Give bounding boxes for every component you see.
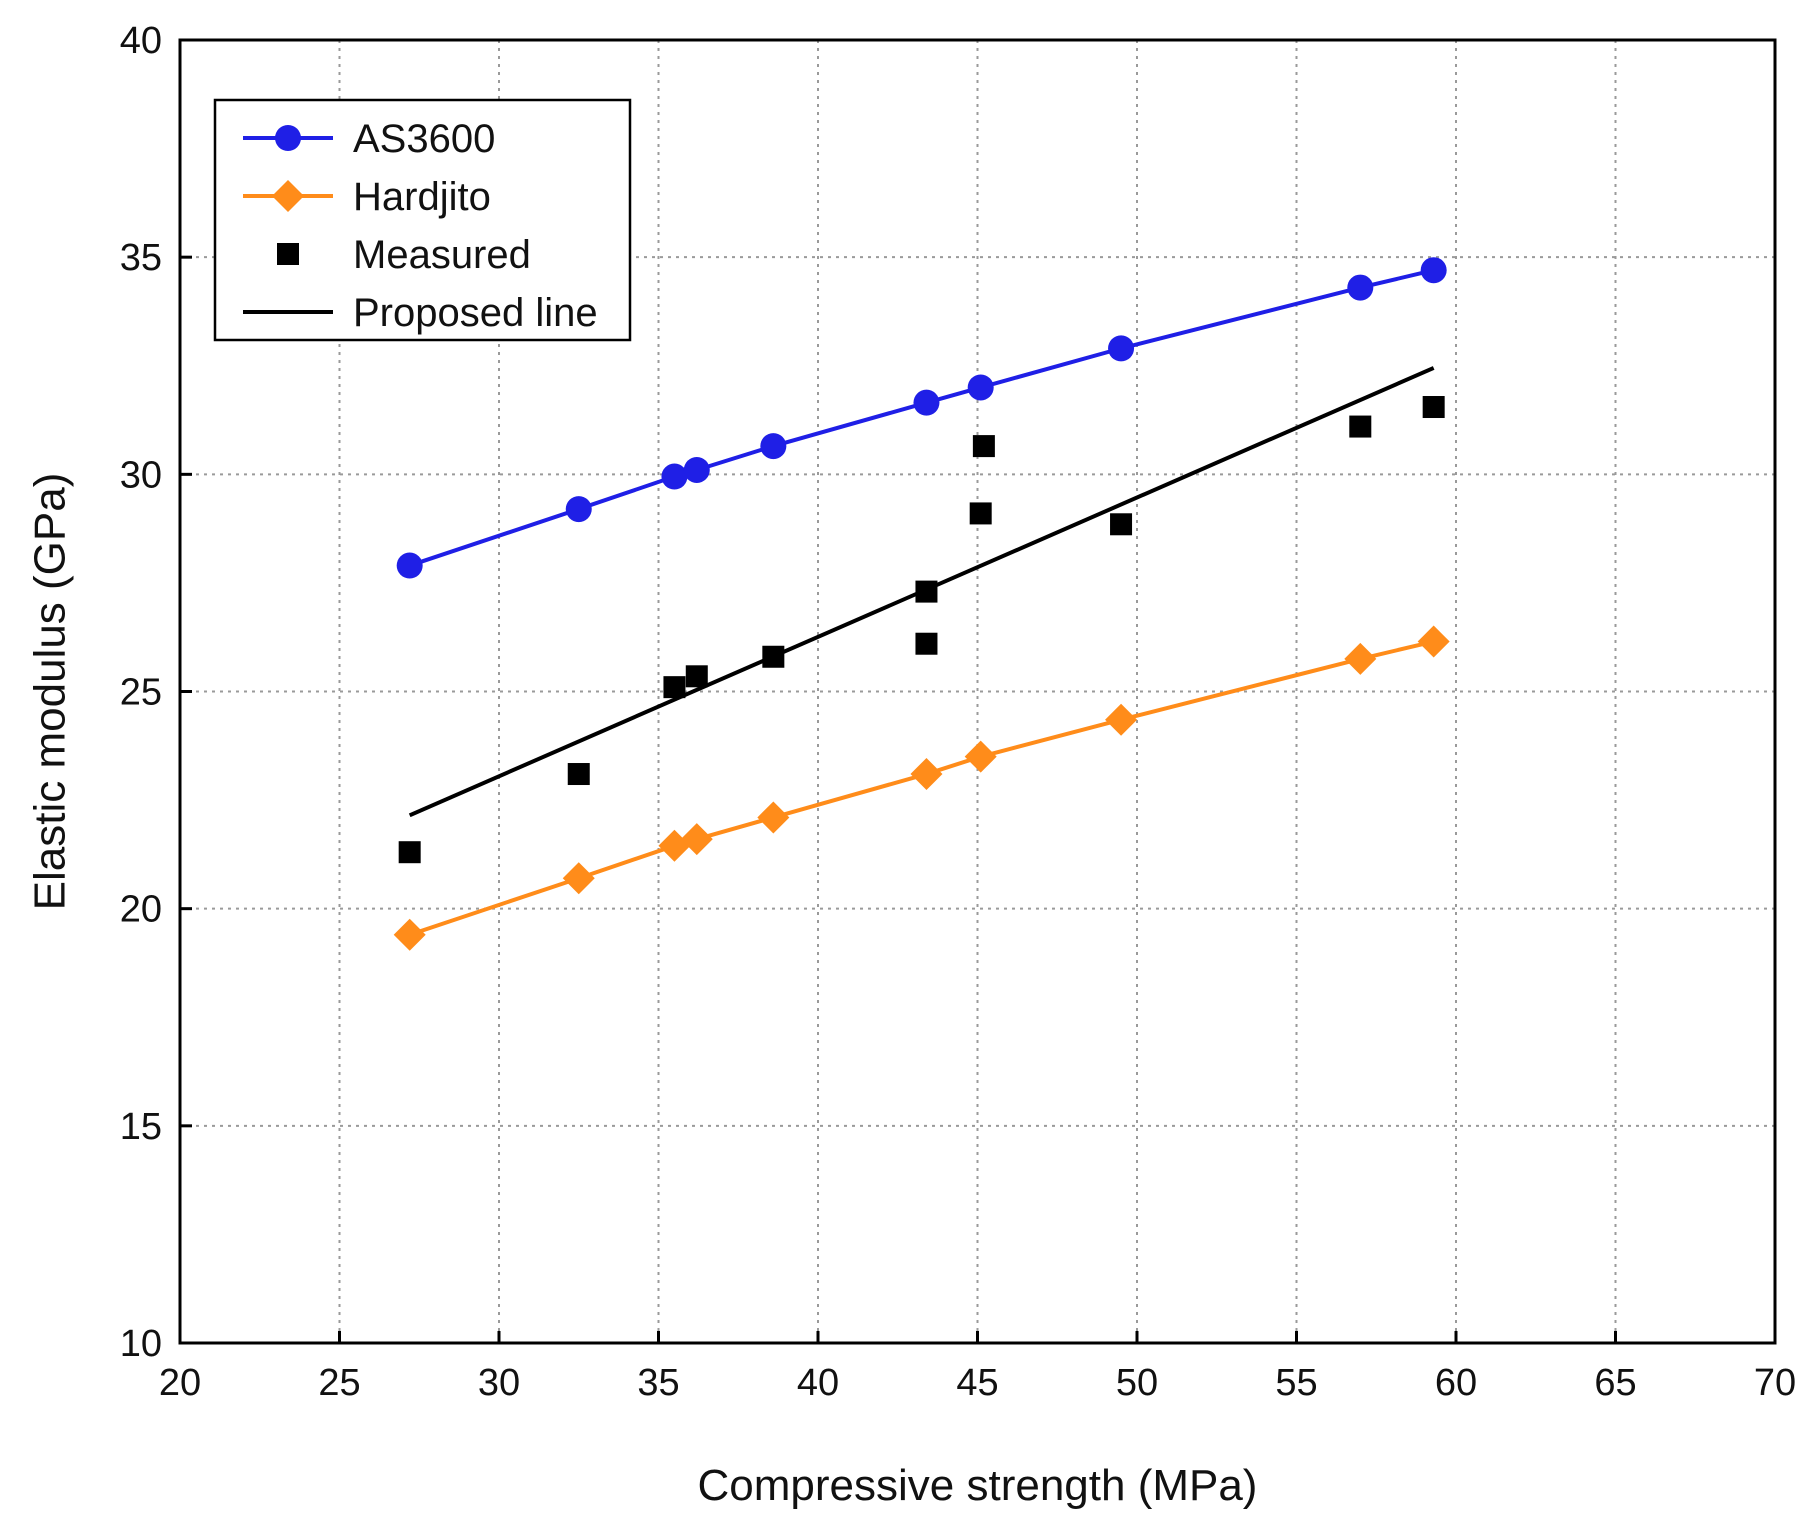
- x-tick-label: 70: [1754, 1362, 1796, 1404]
- legend-item: Hardjito: [243, 175, 491, 219]
- legend-label: Measured: [353, 233, 531, 277]
- data-point: [685, 665, 708, 688]
- data-point: [910, 758, 943, 791]
- data-point: [964, 740, 997, 773]
- x-tick-label: 25: [318, 1362, 360, 1404]
- data-point: [972, 435, 995, 458]
- data-point: [1108, 335, 1135, 362]
- data-point: [680, 823, 713, 856]
- x-tick-label: 50: [1116, 1362, 1158, 1404]
- grid: [180, 40, 1775, 1343]
- legend-label: Proposed line: [353, 291, 598, 335]
- x-tick-label: 40: [797, 1362, 839, 1404]
- series-line: [409, 268, 1435, 568]
- data-point: [1110, 513, 1133, 536]
- data-point: [760, 433, 787, 460]
- x-tick-label: 45: [956, 1362, 998, 1404]
- series-as3600: [396, 257, 1447, 579]
- legend-item: AS3600: [243, 117, 495, 161]
- data-point: [915, 632, 938, 655]
- legend-swatch-marker: [275, 125, 301, 151]
- data-point: [562, 862, 595, 895]
- series-proposed-line: [408, 366, 1435, 818]
- series-measured: [398, 396, 1445, 864]
- legend-item: Measured: [277, 233, 531, 277]
- data-point: [1105, 703, 1138, 736]
- legend-swatch-marker: [272, 180, 304, 212]
- data-point: [398, 841, 421, 864]
- data-point: [683, 456, 710, 483]
- data-point: [1349, 415, 1372, 438]
- series-line: [409, 639, 1435, 937]
- legend: AS3600 Hardjito Measured Proposed line: [213, 98, 632, 342]
- y-tick-label: 20: [120, 889, 162, 931]
- x-tick-label: 30: [478, 1362, 520, 1404]
- data-point: [396, 552, 423, 579]
- y-tick-label: 40: [120, 20, 162, 62]
- x-tick-label: 55: [1275, 1362, 1317, 1404]
- data-point: [1347, 274, 1374, 301]
- data-point: [913, 389, 940, 416]
- data-point: [1344, 642, 1377, 675]
- legend-item: Proposed line: [243, 291, 598, 335]
- data-point: [1422, 396, 1445, 419]
- x-tick-label: 35: [637, 1362, 679, 1404]
- series-line: [408, 366, 1435, 818]
- data-point: [393, 918, 426, 951]
- data-point: [967, 374, 994, 401]
- series-hardjito: [393, 625, 1450, 951]
- x-tick-label: 65: [1594, 1362, 1636, 1404]
- x-tick-label: 60: [1435, 1362, 1477, 1404]
- series-group: [393, 257, 1450, 951]
- y-tick-label: 30: [120, 454, 162, 496]
- y-tick-label: 25: [120, 672, 162, 714]
- data-point: [567, 763, 590, 786]
- x-tick-label: 20: [159, 1362, 201, 1404]
- legend-label: Hardjito: [353, 175, 491, 219]
- data-point: [757, 801, 790, 834]
- y-tick-label: 35: [120, 237, 162, 279]
- legend-label: AS3600: [353, 117, 495, 161]
- data-point: [1420, 257, 1447, 284]
- x-axis-title: Compressive strength (MPa): [698, 1461, 1258, 1510]
- data-point: [661, 463, 688, 490]
- data-point: [969, 502, 992, 525]
- data-point: [663, 676, 686, 699]
- y-tick-label: 15: [120, 1106, 162, 1148]
- data-point: [565, 496, 592, 523]
- y-tick-label: 10: [120, 1323, 162, 1365]
- axis-ticks: 20 25 30 35 40 45 50 55 60 65 70 10 15 20 25 30 35 40: [120, 20, 1796, 1404]
- legend-swatch-marker: [277, 243, 299, 265]
- y-axis-title: Elastic modulus (GPa): [26, 473, 75, 911]
- data-point: [1417, 625, 1450, 658]
